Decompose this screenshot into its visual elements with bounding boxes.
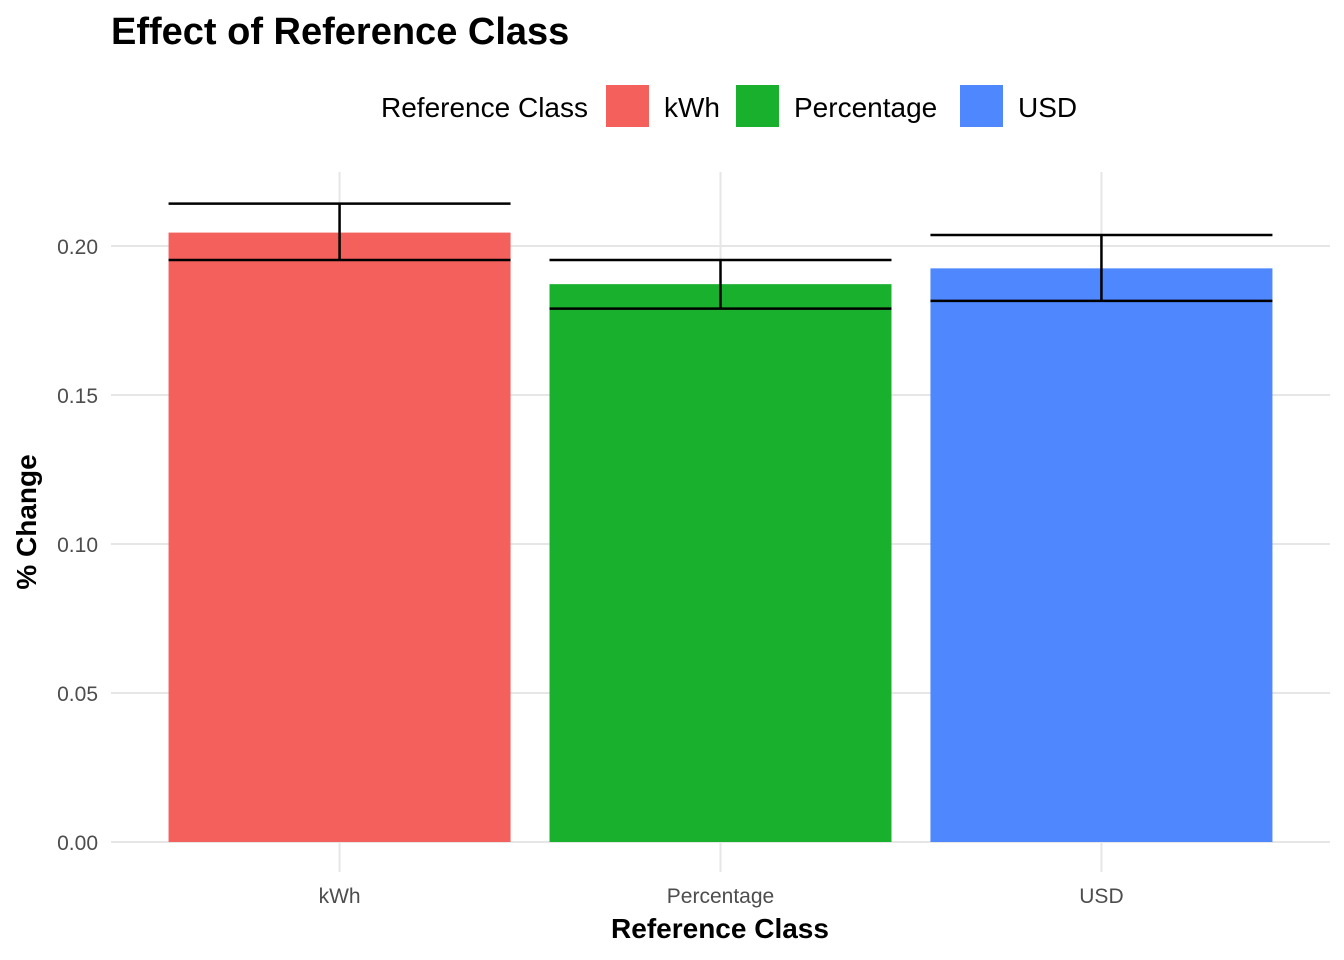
y-tick-label: 0.00 xyxy=(57,832,98,855)
y-axis-ticks: 0.00 0.05 0.10 0.15 0.20 xyxy=(57,236,98,855)
y-tick-label: 0.10 xyxy=(57,534,98,557)
x-axis-title: Reference Class xyxy=(611,913,829,944)
x-tick-label: Percentage xyxy=(667,885,774,908)
legend-swatch xyxy=(736,85,779,127)
bars xyxy=(168,232,1273,843)
legend-item-percentage: Percentage xyxy=(736,85,937,127)
x-tick-label: kWh xyxy=(319,885,361,908)
y-axis-title: % Change xyxy=(11,454,42,589)
legend-label: USD xyxy=(1018,92,1077,123)
y-tick-label: 0.20 xyxy=(57,236,98,259)
legend: Reference Class kWh Percentage USD xyxy=(381,85,1077,127)
legend-item-kwh: kWh xyxy=(606,85,720,127)
error-bar-kwh xyxy=(168,202,511,262)
legend-label: kWh xyxy=(664,92,720,123)
error-bars xyxy=(168,202,1273,310)
legend-item-usd: USD xyxy=(960,85,1077,127)
bar-percentage xyxy=(549,284,892,842)
legend-label: Percentage xyxy=(794,92,937,123)
x-axis-ticks: kWh Percentage USD xyxy=(319,885,1124,908)
y-tick-label: 0.05 xyxy=(57,683,98,706)
legend-swatch xyxy=(960,85,1003,127)
legend-title: Reference Class xyxy=(381,92,588,123)
bar-usd xyxy=(930,268,1273,843)
chart-title: Effect of Reference Class xyxy=(111,11,569,53)
bar-kwh xyxy=(168,232,511,843)
y-tick-label: 0.15 xyxy=(57,385,98,408)
error-bar-usd xyxy=(930,233,1273,303)
legend-swatch xyxy=(606,85,649,127)
x-tick-label: USD xyxy=(1079,885,1123,908)
error-bar-percentage xyxy=(549,258,892,310)
